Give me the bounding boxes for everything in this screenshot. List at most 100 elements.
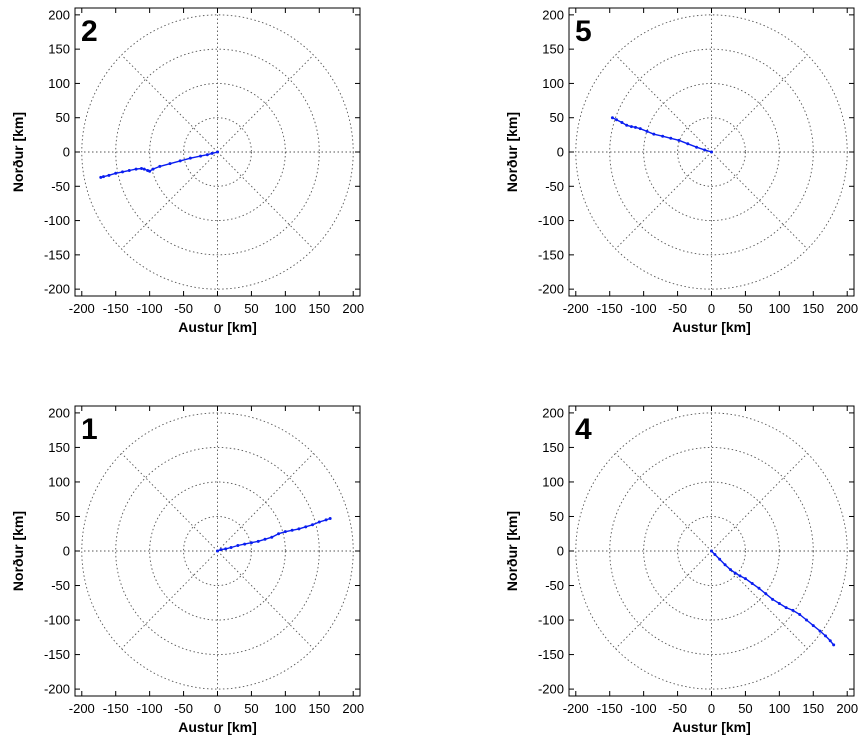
track-point bbox=[824, 634, 827, 638]
y-tick-label: -200 bbox=[538, 282, 564, 297]
track-point bbox=[216, 549, 219, 553]
track-point bbox=[625, 123, 629, 127]
polar-ring bbox=[81, 14, 354, 290]
polar-spoke bbox=[711, 550, 808, 649]
x-tick-label: 150 bbox=[308, 301, 330, 316]
x-tick-label: -200 bbox=[69, 301, 95, 316]
polar-ring bbox=[149, 481, 286, 621]
polar-spoke bbox=[615, 151, 712, 250]
polar-spoke bbox=[711, 453, 808, 552]
y-tick-label: 50 bbox=[550, 110, 564, 125]
panel-number: 5 bbox=[575, 15, 592, 48]
track-point bbox=[216, 150, 219, 154]
polar-ring bbox=[183, 516, 252, 586]
y-tick-label: -50 bbox=[545, 578, 564, 593]
track-point bbox=[777, 601, 781, 605]
track-point bbox=[610, 116, 614, 120]
track-point bbox=[791, 608, 795, 612]
polar-spoke bbox=[711, 54, 808, 153]
track-point bbox=[818, 629, 822, 633]
track-point bbox=[784, 606, 788, 610]
panel-number: 1 bbox=[81, 413, 98, 446]
x-tick-label: 200 bbox=[836, 701, 858, 716]
x-tick-label: -100 bbox=[631, 301, 657, 316]
polar-ring bbox=[575, 14, 848, 290]
track-point bbox=[140, 166, 143, 170]
y-tick-label: 50 bbox=[56, 509, 70, 524]
track-point bbox=[277, 532, 281, 536]
polar-ring bbox=[81, 412, 354, 690]
panel-4: -200 -150 -100 -50 0 50 100 150 200 200 150 100 50 0 -… bbox=[504, 405, 858, 735]
polar-ring bbox=[575, 412, 848, 690]
track-point bbox=[243, 542, 247, 546]
x-tick-label: 100 bbox=[769, 701, 791, 716]
x-tick-label: -50 bbox=[174, 301, 193, 316]
polar-spoke bbox=[615, 453, 712, 552]
track-point bbox=[652, 132, 656, 136]
x-tick-label: 200 bbox=[342, 701, 364, 716]
y-tick-label: 150 bbox=[48, 42, 70, 57]
polar-spoke bbox=[615, 550, 712, 649]
track-point bbox=[620, 121, 624, 125]
track-point bbox=[738, 574, 742, 578]
y-tick-label: -150 bbox=[44, 647, 70, 662]
track-point bbox=[270, 535, 274, 539]
x-tick-label: 0 bbox=[708, 701, 715, 716]
x-axis-label: Austur [km] bbox=[672, 719, 751, 735]
y-tick-label: -200 bbox=[538, 682, 564, 697]
x-tick-label: 0 bbox=[708, 301, 715, 316]
x-tick-label: 200 bbox=[342, 301, 364, 316]
y-tick-label: 50 bbox=[550, 509, 564, 524]
track-point bbox=[828, 639, 832, 643]
track-point bbox=[729, 568, 732, 572]
track-point bbox=[219, 548, 223, 552]
polar-ring bbox=[677, 117, 746, 187]
track-point bbox=[798, 613, 802, 617]
y-tick-label: 0 bbox=[63, 145, 70, 160]
track-point bbox=[713, 552, 717, 556]
track-point bbox=[733, 571, 737, 575]
track-point bbox=[236, 543, 240, 547]
panel-2: -200 -150 -100 -50 0 50 100 150 200 200 150 100 50 0 -… bbox=[10, 7, 364, 335]
track-point bbox=[686, 142, 690, 146]
track-point bbox=[311, 523, 314, 527]
track-point bbox=[317, 520, 321, 524]
y-tick-label: 150 bbox=[48, 440, 70, 455]
track-point bbox=[703, 148, 707, 152]
track-point bbox=[188, 156, 192, 160]
track-point bbox=[151, 167, 155, 171]
x-tick-label: 50 bbox=[738, 701, 752, 716]
track-point bbox=[224, 547, 228, 551]
y-tick-label: -200 bbox=[44, 282, 70, 297]
track-point bbox=[134, 167, 138, 171]
track-point bbox=[205, 153, 209, 157]
track-point bbox=[638, 127, 642, 131]
track-point bbox=[142, 167, 146, 171]
x-tick-label: -50 bbox=[668, 301, 687, 316]
polar-spoke bbox=[217, 54, 314, 153]
x-tick-label: 100 bbox=[275, 701, 297, 716]
polar-spoke bbox=[121, 550, 218, 649]
y-tick-label: 200 bbox=[48, 7, 70, 22]
track-point bbox=[127, 169, 131, 173]
x-tick-label: -150 bbox=[103, 701, 129, 716]
y-tick-label: -150 bbox=[44, 247, 70, 262]
polar-ring bbox=[609, 48, 814, 256]
polar-spoke bbox=[121, 54, 218, 153]
track-point bbox=[256, 539, 260, 543]
polar-spoke bbox=[121, 453, 218, 552]
y-tick-label: 200 bbox=[48, 405, 70, 420]
y-tick-label: 150 bbox=[542, 440, 564, 455]
track-point bbox=[661, 134, 665, 138]
track-point bbox=[178, 159, 182, 163]
track-point bbox=[771, 597, 775, 601]
x-axis-label: Austur [km] bbox=[178, 319, 257, 335]
y-tick-label: 100 bbox=[48, 76, 70, 91]
track-point bbox=[263, 537, 267, 541]
y-tick-label: 0 bbox=[557, 145, 564, 160]
track-line bbox=[217, 517, 331, 552]
panel-number: 2 bbox=[81, 15, 98, 48]
x-tick-label: -150 bbox=[597, 301, 623, 316]
y-tick-label: -100 bbox=[538, 213, 564, 228]
track-point bbox=[743, 577, 747, 581]
